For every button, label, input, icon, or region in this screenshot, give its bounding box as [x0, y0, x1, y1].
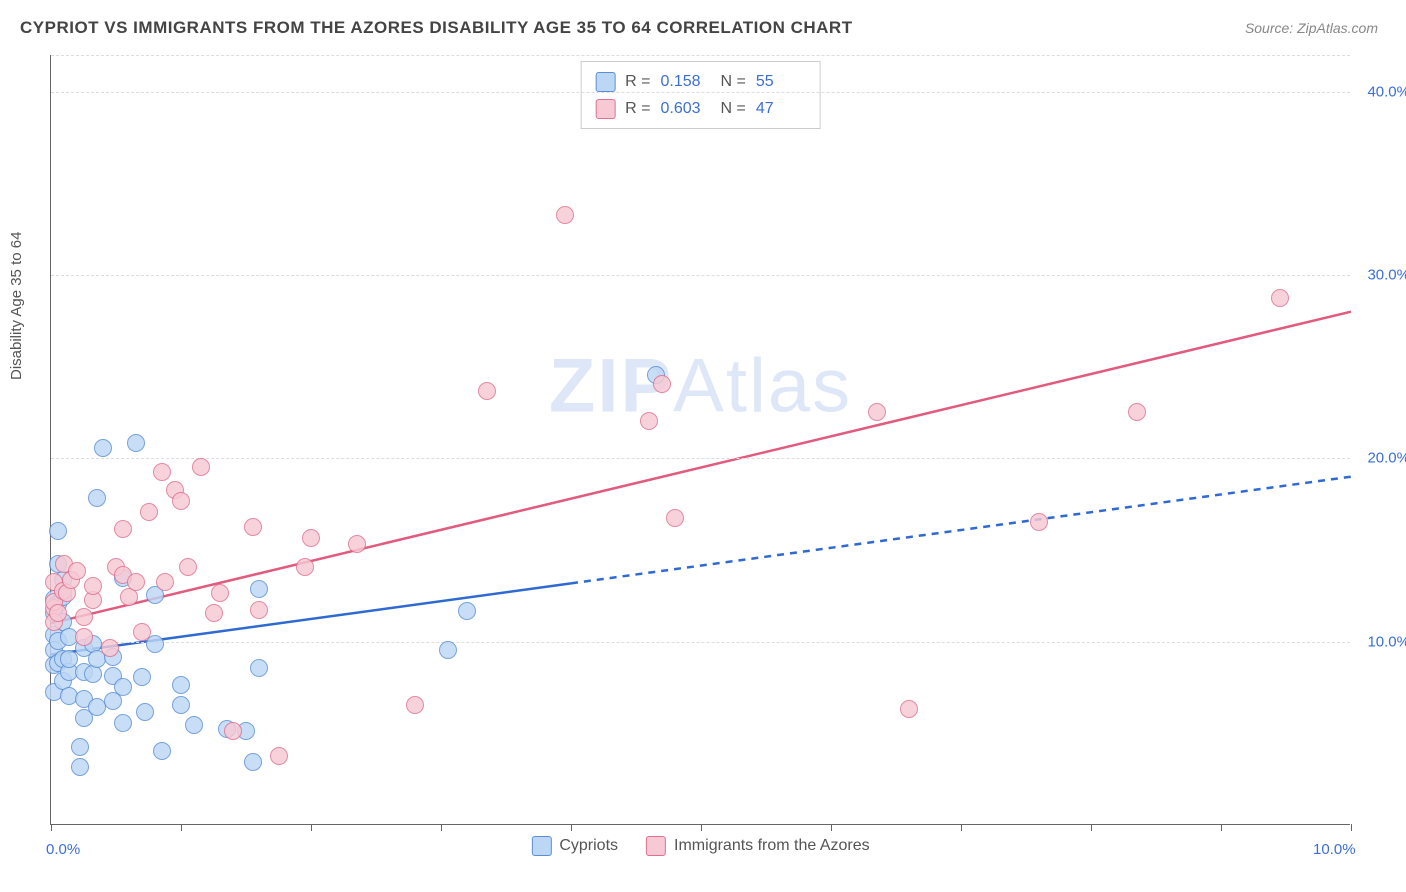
data-point: [172, 492, 190, 510]
data-point: [348, 535, 366, 553]
legend-series: Cypriots Immigrants from the Azores: [531, 836, 869, 856]
data-point: [94, 439, 112, 457]
data-point: [296, 558, 314, 576]
y-axis-title: Disability Age 35 to 64: [8, 232, 25, 380]
x-tick: [831, 824, 832, 831]
data-point: [114, 714, 132, 732]
data-point: [185, 716, 203, 734]
legend-item: Cypriots: [531, 836, 618, 856]
trend-line: [571, 477, 1351, 584]
data-point: [1128, 403, 1146, 421]
data-point: [179, 558, 197, 576]
data-point: [114, 678, 132, 696]
data-point: [88, 489, 106, 507]
data-point: [1271, 289, 1289, 307]
x-tick: [1351, 824, 1352, 831]
data-point: [406, 696, 424, 714]
data-point: [101, 639, 119, 657]
legend-item: Immigrants from the Azores: [646, 836, 870, 856]
grid-line: [51, 642, 1350, 643]
y-tick-label: 30.0%: [1355, 267, 1406, 284]
data-point: [244, 753, 262, 771]
data-point: [71, 738, 89, 756]
data-point: [211, 584, 229, 602]
data-point: [250, 601, 268, 619]
x-tick: [571, 824, 572, 831]
x-tick: [961, 824, 962, 831]
y-tick-label: 10.0%: [1355, 633, 1406, 650]
legend-swatch: [595, 99, 615, 119]
legend-swatch: [646, 836, 666, 856]
data-point: [133, 623, 151, 641]
data-point: [270, 747, 288, 765]
data-point: [302, 529, 320, 547]
grid-line: [51, 458, 1350, 459]
data-point: [136, 703, 154, 721]
data-point: [140, 503, 158, 521]
data-point: [153, 463, 171, 481]
data-point: [458, 602, 476, 620]
data-point: [88, 698, 106, 716]
source-label: Source: ZipAtlas.com: [1245, 20, 1378, 36]
data-point: [868, 403, 886, 421]
data-point: [900, 700, 918, 718]
data-point: [49, 604, 67, 622]
data-point: [153, 742, 171, 760]
data-point: [84, 577, 102, 595]
y-tick-label: 20.0%: [1355, 450, 1406, 467]
data-point: [156, 573, 174, 591]
grid-line: [51, 55, 1350, 56]
x-tick: [51, 824, 52, 831]
data-point: [146, 635, 164, 653]
data-point: [250, 580, 268, 598]
data-point: [127, 434, 145, 452]
data-point: [172, 696, 190, 714]
legend-correlation-row: R = 0.603N = 47: [595, 95, 806, 122]
data-point: [71, 758, 89, 776]
legend-label: Immigrants from the Azores: [674, 837, 870, 855]
data-point: [224, 722, 242, 740]
data-point: [250, 659, 268, 677]
data-point: [1030, 513, 1048, 531]
grid-line: [51, 275, 1350, 276]
data-point: [114, 520, 132, 538]
data-point: [192, 458, 210, 476]
x-tick: [311, 824, 312, 831]
data-point: [640, 412, 658, 430]
data-point: [478, 382, 496, 400]
x-tick-label: 0.0%: [46, 841, 80, 858]
plot-area: ZIPAtlas R = 0.158N = 55R = 0.603N = 47 …: [50, 55, 1350, 825]
x-tick-label: 10.0%: [1313, 841, 1356, 858]
chart-title: CYPRIOT VS IMMIGRANTS FROM THE AZORES DI…: [20, 18, 853, 38]
data-point: [439, 641, 457, 659]
legend-label: Cypriots: [559, 837, 618, 855]
data-point: [133, 668, 151, 686]
y-tick-label: 40.0%: [1355, 83, 1406, 100]
data-point: [205, 604, 223, 622]
data-point: [172, 676, 190, 694]
x-tick: [1091, 824, 1092, 831]
data-point: [556, 206, 574, 224]
trend-line: [51, 312, 1351, 624]
legend-correlation-box: R = 0.158N = 55R = 0.603N = 47: [580, 61, 821, 129]
data-point: [653, 375, 671, 393]
x-tick: [701, 824, 702, 831]
x-tick: [441, 824, 442, 831]
data-point: [68, 562, 86, 580]
data-point: [75, 628, 93, 646]
trend-lines-layer: [51, 55, 1350, 824]
x-tick: [181, 824, 182, 831]
data-point: [666, 509, 684, 527]
data-point: [49, 522, 67, 540]
x-tick: [1221, 824, 1222, 831]
data-point: [244, 518, 262, 536]
legend-swatch: [531, 836, 551, 856]
data-point: [127, 573, 145, 591]
legend-swatch: [595, 72, 615, 92]
grid-line: [51, 92, 1350, 93]
data-point: [75, 608, 93, 626]
